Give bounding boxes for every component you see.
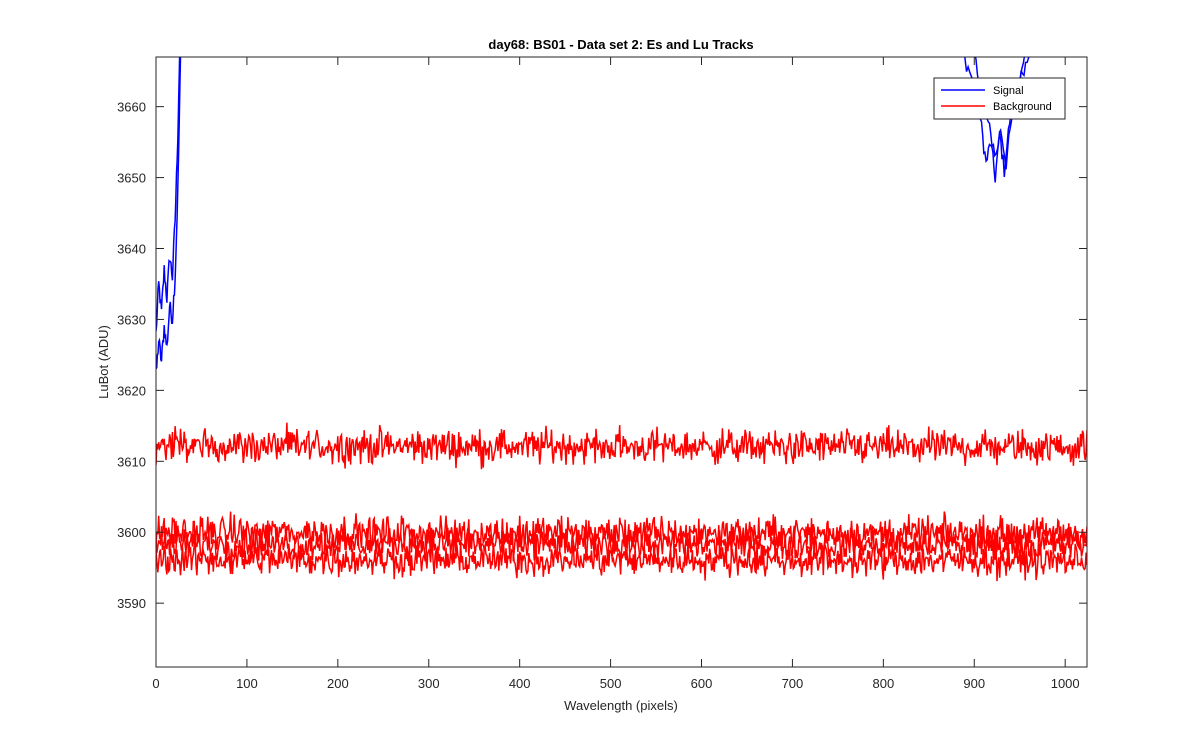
series-line-background-0 [156, 422, 1087, 470]
x-tick-label: 400 [509, 676, 531, 691]
axes-box [155, 56, 1088, 668]
y-tick-label: 3650 [117, 171, 146, 186]
x-tick-label: 300 [418, 676, 440, 691]
y-tick-label: 3610 [117, 454, 146, 469]
y-tick-label: 3640 [117, 242, 146, 257]
x-tick-label: 800 [872, 676, 894, 691]
series-line-background-2 [156, 522, 1087, 566]
x-tick-label: 900 [963, 676, 985, 691]
y-tick-label: 3590 [117, 596, 146, 611]
plot-area: 0 100 200 300 400 500 600 700 800 900 1000 3590 360… [117, 56, 1088, 691]
legend-background-label: Background [993, 101, 1052, 113]
legend-box [933, 77, 1066, 120]
y-axis-label: LuBot (ADU) [96, 325, 111, 399]
x-tick-label: 200 [327, 676, 349, 691]
x-tick-label: 700 [782, 676, 804, 691]
x-tick-label: 100 [236, 676, 258, 691]
x-tick-label: 600 [691, 676, 713, 691]
series-line-signal-1 [156, 57, 182, 370]
y-tick-label: 3620 [117, 383, 146, 398]
x-axis-label: Wavelength (pixels) [564, 698, 678, 713]
y-tick-label: 3600 [117, 525, 146, 540]
x-axis: 0 100 200 300 400 500 600 700 800 900 1000 [152, 57, 1080, 691]
chart-title: day68: BS01 - Data set 2: Es and Lu Trac… [488, 37, 753, 52]
y-tick-label: 3660 [117, 100, 146, 115]
legend: Signal Background [933, 77, 1066, 120]
series-line-background-3 [156, 539, 1087, 582]
y-tick-label: 3630 [117, 312, 146, 327]
y-axis: 3590 3600 3610 3620 3630 3640 3650 3660 [117, 100, 1087, 611]
series-line-signal-0 [156, 57, 181, 332]
legend-signal-label: Signal [993, 85, 1024, 97]
x-tick-label: 0 [152, 676, 159, 691]
x-tick-label: 1000 [1051, 676, 1080, 691]
axes-background [156, 57, 1087, 667]
x-tick-label: 500 [600, 676, 622, 691]
